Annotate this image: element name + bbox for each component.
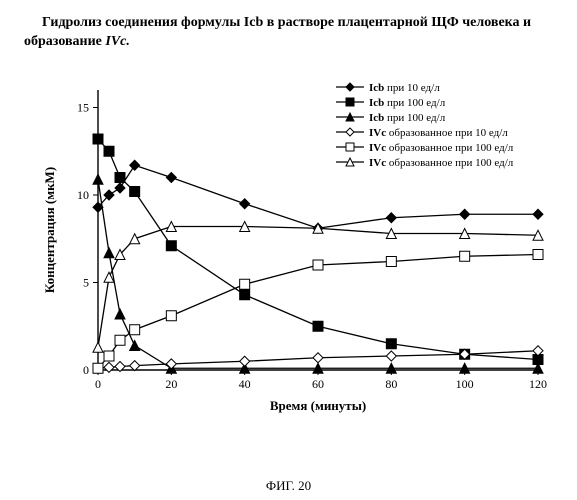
svg-text:20: 20	[165, 377, 177, 391]
svg-text:Icb при 100 ед/л: Icb при 100 ед/л	[369, 112, 446, 124]
svg-text:5: 5	[83, 276, 89, 290]
svg-text:Icb при 100 ед/л: Icb при 100 ед/л	[369, 97, 446, 109]
svg-text:0: 0	[83, 363, 89, 377]
svg-text:Концентрация (мкМ): Концентрация (мкМ)	[42, 167, 57, 293]
svg-text:100: 100	[456, 377, 474, 391]
svg-text:Icb при 10 ед/л: Icb при 10 ед/л	[369, 82, 440, 94]
title-ivc: IVc.	[105, 34, 130, 49]
page: Гидролиз соединения формулы Icb в раство…	[0, 0, 577, 500]
svg-text:IVc образованное при 100 ед/л: IVc образованное при 100 ед/л	[369, 142, 514, 154]
svg-text:10: 10	[77, 188, 89, 202]
title-line1: Гидролиз соединения формулы Icb в раство…	[42, 15, 531, 30]
title-line2-prefix: образование	[24, 34, 102, 49]
svg-text:IVc образованное при 10 ед/л: IVc образованное при 10 ед/л	[369, 127, 508, 139]
figure-title: Гидролиз соединения формулы Icb в раство…	[24, 14, 561, 52]
svg-text:60: 60	[312, 377, 324, 391]
figure-caption: ФИГ. 20	[0, 478, 577, 494]
svg-text:80: 80	[385, 377, 397, 391]
svg-text:IVc образованное при 100 ед/л: IVc образованное при 100 ед/л	[369, 157, 514, 169]
svg-text:Время (минуты): Время (минуты)	[270, 398, 366, 413]
svg-text:40: 40	[239, 377, 251, 391]
svg-text:0: 0	[95, 377, 101, 391]
chart-container: 0 20 40 60 80 100 120 0 5 10 15 Время (минуты) Конце…	[36, 78, 556, 438]
svg-text:15: 15	[77, 101, 89, 115]
svg-text:120: 120	[529, 377, 547, 391]
hydrolysis-chart: 0 20 40 60 80 100 120 0 5 10 15 Время (минуты) Конце…	[36, 78, 556, 438]
